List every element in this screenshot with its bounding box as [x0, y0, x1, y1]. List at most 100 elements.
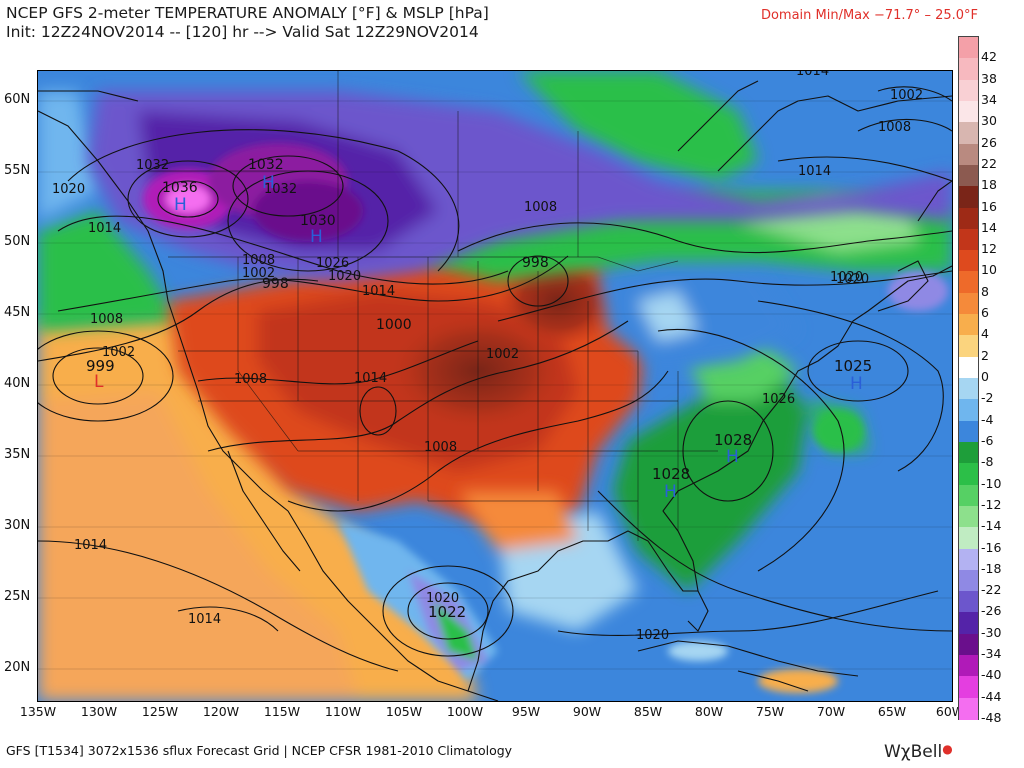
colorbar-swatch [959, 399, 978, 422]
isobar-label-1008-c: 1008 [234, 372, 267, 387]
isobar-label-996-top: 1014 [796, 71, 829, 79]
anomaly-field-northeast [598, 251, 798, 371]
lon-label-135w: 135W [19, 704, 57, 719]
map-area: 1032 1036 1032 1032 1030 1026 1020 1014 … [37, 70, 953, 702]
isobar-label-1030: 1030 [300, 213, 336, 229]
lat-label-25n: 25N [4, 589, 31, 604]
isobar-label-1002-n: 1002 [242, 266, 275, 281]
isobar-label-999: 999 [86, 357, 115, 375]
colorbar-swatch [959, 378, 978, 400]
colorbar-label: 8 [981, 283, 989, 299]
colorbar-label: 30 [981, 113, 997, 129]
anomaly-field-caribbean [668, 641, 838, 693]
isobar-label-1026: 1026 [316, 256, 349, 271]
lon-label-110w: 110W [324, 704, 362, 719]
lon-label-100w: 100W [446, 704, 484, 719]
colorbar-swatch [959, 591, 978, 613]
colorbar-swatch [959, 548, 978, 571]
colorbar-swatch [959, 527, 978, 549]
colorbar-swatch [959, 271, 978, 294]
map-canvas: 1032 1036 1032 1032 1030 1026 1020 1014 … [38, 71, 952, 701]
colorbar-label: 16 [981, 198, 997, 214]
lat-label-30n: 30N [4, 518, 31, 533]
colorbar-swatch [959, 484, 978, 507]
isobar-label-1020-n: 1020 [328, 269, 361, 284]
colorbar-label: 38 [981, 70, 997, 86]
lat-label-60n: 60N [4, 92, 31, 107]
colorbar-label: -2 [981, 390, 994, 406]
colorbar-label: 34 [981, 91, 997, 107]
isobar-label-1002-w: 1002 [102, 345, 135, 360]
isobar-label-1008-n: 1008 [242, 253, 275, 268]
isobar-label-1014-pac: 1014 [74, 538, 107, 553]
pressure-centers: H H H L H H H [94, 173, 863, 502]
isobar-label-998-n: 998 [522, 255, 549, 271]
colorbar-swatch [959, 463, 978, 486]
isobar-labels: 1032 1036 1032 1032 1030 1026 1020 1014 … [52, 71, 923, 643]
colorbar-label: -22 [981, 582, 1002, 598]
colorbar-label: -12 [981, 496, 1002, 512]
colorbar-label: -18 [981, 560, 1002, 576]
colorbar-label: -48 [981, 710, 1002, 725]
colorbar-label: 26 [981, 134, 997, 150]
isobar-label-1002-ne: 1002 [890, 88, 923, 103]
colorbar-swatch [959, 314, 978, 336]
colorbar-swatch [959, 676, 978, 699]
footer-text: GFS [T1534] 3072x1536 sflux Forecast Gri… [6, 743, 513, 758]
lon-label-125w: 125W [141, 704, 179, 719]
colorbar-swatch [959, 228, 978, 251]
title-line-2: Init: 12Z24NOV2014 -- [120] hr --> Valid… [6, 23, 479, 41]
colorbar-label: 10 [981, 262, 997, 278]
isobar-label-1022: 1022 [428, 603, 466, 621]
isobar-label-1026: 1026 [762, 392, 795, 407]
isobar-label-1014-pac2: 1014 [188, 612, 221, 627]
colorbar-label: -10 [981, 475, 1002, 491]
colorbar-label: 18 [981, 177, 997, 193]
lon-label-60w: 60W [935, 704, 965, 719]
lat-label-40n: 40N [4, 376, 31, 391]
high-center-georgia: H [664, 482, 677, 502]
colorbar-label: -14 [981, 518, 1002, 534]
isobar-label-1008-w: 1008 [90, 312, 123, 327]
colorbar-label: -4 [981, 411, 994, 427]
colorbar-swatch [959, 505, 978, 528]
low-center-pacific: L [94, 372, 104, 392]
high-center-canada-2: H [262, 173, 275, 193]
isobar-label-1014-ne: 1014 [798, 164, 831, 179]
lon-label-85w: 85W [633, 704, 663, 719]
isobar-label-1028-s: 1028 [652, 465, 690, 483]
anomaly-field-nw-coast [38, 91, 178, 331]
isobar-label-1032-w: 1032 [136, 158, 169, 173]
isobar-label-1014-w: 1014 [88, 221, 121, 236]
anomaly-field-mexico [338, 521, 498, 681]
isobar-label-1002-c: 1002 [486, 347, 519, 362]
lat-label-20n: 20N [4, 660, 31, 675]
lon-label-70w: 70W [816, 704, 846, 719]
colorbar-swatch [959, 697, 978, 720]
isobar-label-1000: 1000 [376, 317, 412, 333]
colorbar-swatch [959, 356, 978, 379]
isobar-label-1025: 1025 [834, 357, 872, 375]
colorbar-swatch [959, 633, 978, 656]
lon-label-75w: 75W [755, 704, 785, 719]
anomaly-field-pacific [38, 311, 478, 701]
isobar-label-1036: 1036 [162, 180, 198, 196]
isobar-label-1028-n: 1028 [714, 431, 752, 449]
colorbar-label: 0 [981, 369, 989, 384]
colorbar-label: -44 [981, 688, 1002, 704]
colorbar-label: -8 [981, 454, 994, 470]
colorbar-swatch [959, 37, 978, 59]
title-line-1: NCEP GFS 2-meter TEMPERATURE ANOMALY [°F… [6, 4, 489, 22]
colorbar-label: 14 [981, 219, 997, 235]
colorbar-label: -34 [981, 646, 1002, 662]
lon-label-115w: 115W [263, 704, 301, 719]
lon-label-80w: 80W [694, 704, 724, 719]
colorbar-swatch [959, 655, 978, 677]
colorbar-label: 4 [981, 326, 989, 342]
colorbar-swatch [959, 335, 978, 358]
colorbar-label: 12 [981, 241, 997, 257]
colorbar-label: 22 [981, 155, 997, 171]
colorbar-label: -16 [981, 539, 1002, 555]
colorbar-swatch [959, 207, 978, 230]
chart-title: NCEP GFS 2-meter TEMPERATURE ANOMALY [°F… [6, 4, 489, 42]
